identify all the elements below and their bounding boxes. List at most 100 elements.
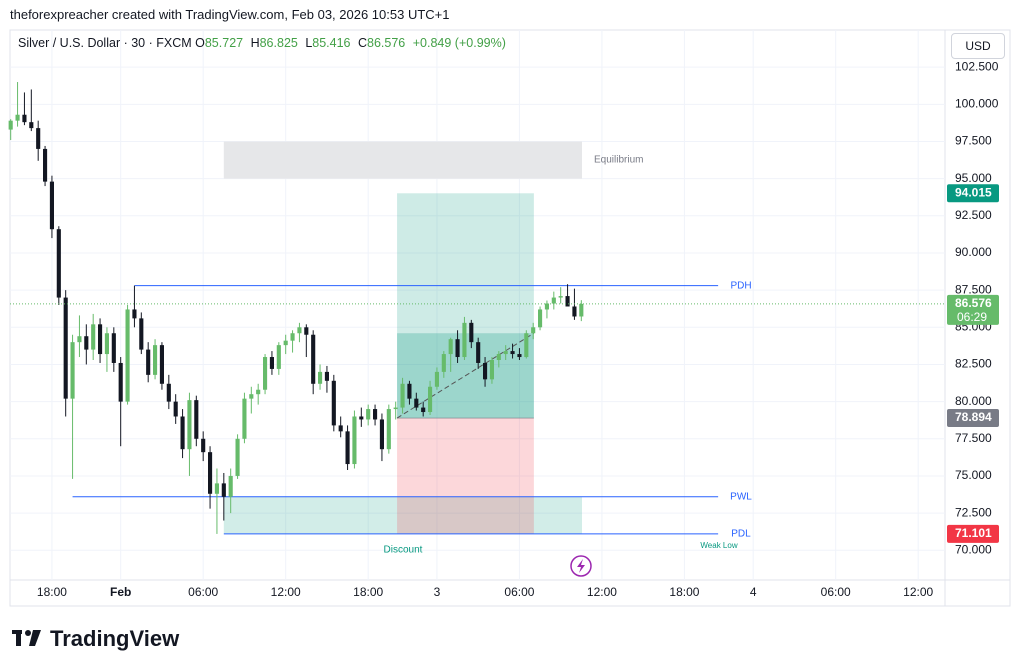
candle-body (242, 398, 247, 439)
candle-body (510, 351, 515, 355)
alert-icon (570, 555, 592, 577)
currency-button[interactable]: USD (951, 33, 1005, 59)
candle-body (489, 360, 494, 380)
candle-body (111, 333, 116, 363)
x-tick-label: 06:00 (821, 585, 851, 599)
candle-body (318, 371, 323, 384)
candle-body (84, 336, 89, 350)
zone (223, 141, 582, 179)
candle-body (448, 339, 453, 355)
x-tick-label: 18:00 (669, 585, 699, 599)
candle-body (201, 438, 206, 453)
candle-body (297, 327, 302, 334)
price-badge-label: 94.015 (955, 185, 992, 199)
ohlc-value: 86.825 (259, 36, 298, 50)
alert-bolt (577, 559, 585, 573)
candle-body (386, 409, 391, 450)
y-tick-label: 87.500 (955, 282, 992, 296)
level-label: PDL (731, 529, 751, 540)
candle-body (428, 386, 433, 413)
candle-body (393, 407, 398, 410)
candle-body (77, 336, 82, 343)
candle-body (414, 398, 419, 408)
candle-body (63, 297, 68, 399)
ohlc-label: H (250, 36, 260, 50)
candle-body (531, 327, 536, 334)
candle-body (208, 452, 213, 494)
x-tick-label: 3 (434, 585, 441, 599)
candle-body (400, 383, 405, 408)
candle-body (22, 114, 27, 123)
brand-logo (12, 630, 41, 646)
candle-body (29, 122, 34, 129)
price-badge (947, 409, 999, 428)
candle-body (544, 303, 549, 310)
x-tick-label: Feb (110, 585, 131, 599)
candle-body (352, 416, 357, 465)
price-badge-label: 78.894 (955, 410, 992, 424)
candle-body (276, 345, 281, 369)
candle-body (221, 483, 226, 497)
alert-circle (570, 555, 592, 577)
x-tick-label: 12:00 (903, 585, 933, 599)
candle-body (331, 380, 336, 426)
candle-body (496, 354, 501, 360)
candle-body (214, 483, 219, 494)
candle-body (125, 309, 130, 402)
stop-zone (397, 418, 534, 534)
price-badge (947, 184, 999, 203)
y-tick-label: 100.000 (955, 96, 999, 110)
candle-body (118, 362, 123, 402)
candle-body (146, 349, 151, 375)
y-tick-label: 90.000 (955, 245, 992, 259)
countdown: 06:29 (957, 310, 987, 324)
candle-body (421, 407, 426, 413)
candle-body (269, 357, 274, 369)
candle-body (311, 334, 316, 384)
ohlc-value: 86.576 (367, 36, 406, 50)
candle-body (104, 333, 109, 355)
candle-body (43, 148, 48, 182)
x-tick-label: 12:00 (587, 585, 617, 599)
x-tick-label: 4 (750, 585, 757, 599)
brand: TradingView (50, 626, 180, 651)
candle-body (517, 354, 522, 358)
note: Weak Low (700, 541, 737, 550)
candle-body (159, 345, 164, 384)
candle-body (256, 389, 261, 395)
ohlc-label: C (358, 36, 368, 50)
y-tick-label: 95.000 (955, 171, 992, 185)
logo-part (29, 630, 41, 646)
header: theforexpreacher created with TradingVie… (10, 7, 450, 22)
trend-line (396, 332, 535, 419)
logo-part (25, 630, 31, 636)
y-tick-label: 80.000 (955, 394, 992, 408)
level-label: PWL (730, 491, 752, 502)
candle-body (173, 401, 178, 417)
x-tick-label: 06:00 (188, 585, 218, 599)
candle-body (359, 416, 364, 420)
candle-body (49, 181, 54, 230)
y-tick-label: 92.500 (955, 208, 992, 222)
candle-body (441, 354, 446, 372)
x-tick-label: 12:00 (271, 585, 301, 599)
ohlc-value: 85.727 (204, 36, 244, 50)
candle-body (366, 409, 371, 420)
price-badge (947, 294, 999, 325)
x-tick-label: 18:00 (353, 585, 383, 599)
candle-body (8, 120, 13, 130)
y-tick-label: 97.500 (955, 134, 992, 148)
candle-body (56, 229, 61, 298)
candle-body (263, 357, 268, 390)
y-tick-label: 77.500 (955, 431, 992, 445)
x-tick-label: 18:00 (37, 585, 67, 599)
candle-body (503, 351, 508, 355)
x-tick-label: 06:00 (504, 585, 534, 599)
candle-body (345, 431, 350, 465)
y-tick-label: 82.500 (955, 357, 992, 371)
candle-body (283, 340, 288, 346)
candle-body (551, 297, 556, 304)
ohlc-label: L (305, 36, 313, 50)
price-badge (947, 524, 999, 543)
